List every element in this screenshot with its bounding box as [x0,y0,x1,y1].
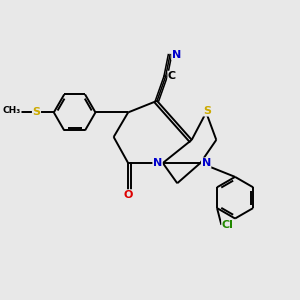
Text: N: N [202,158,211,168]
Text: S: S [204,106,212,116]
Text: C: C [168,71,176,81]
Text: S: S [32,107,40,117]
Text: N: N [153,158,162,168]
Text: O: O [123,190,133,200]
Text: N: N [172,50,181,60]
Text: Cl: Cl [222,220,234,230]
Text: CH₃: CH₃ [3,106,21,116]
